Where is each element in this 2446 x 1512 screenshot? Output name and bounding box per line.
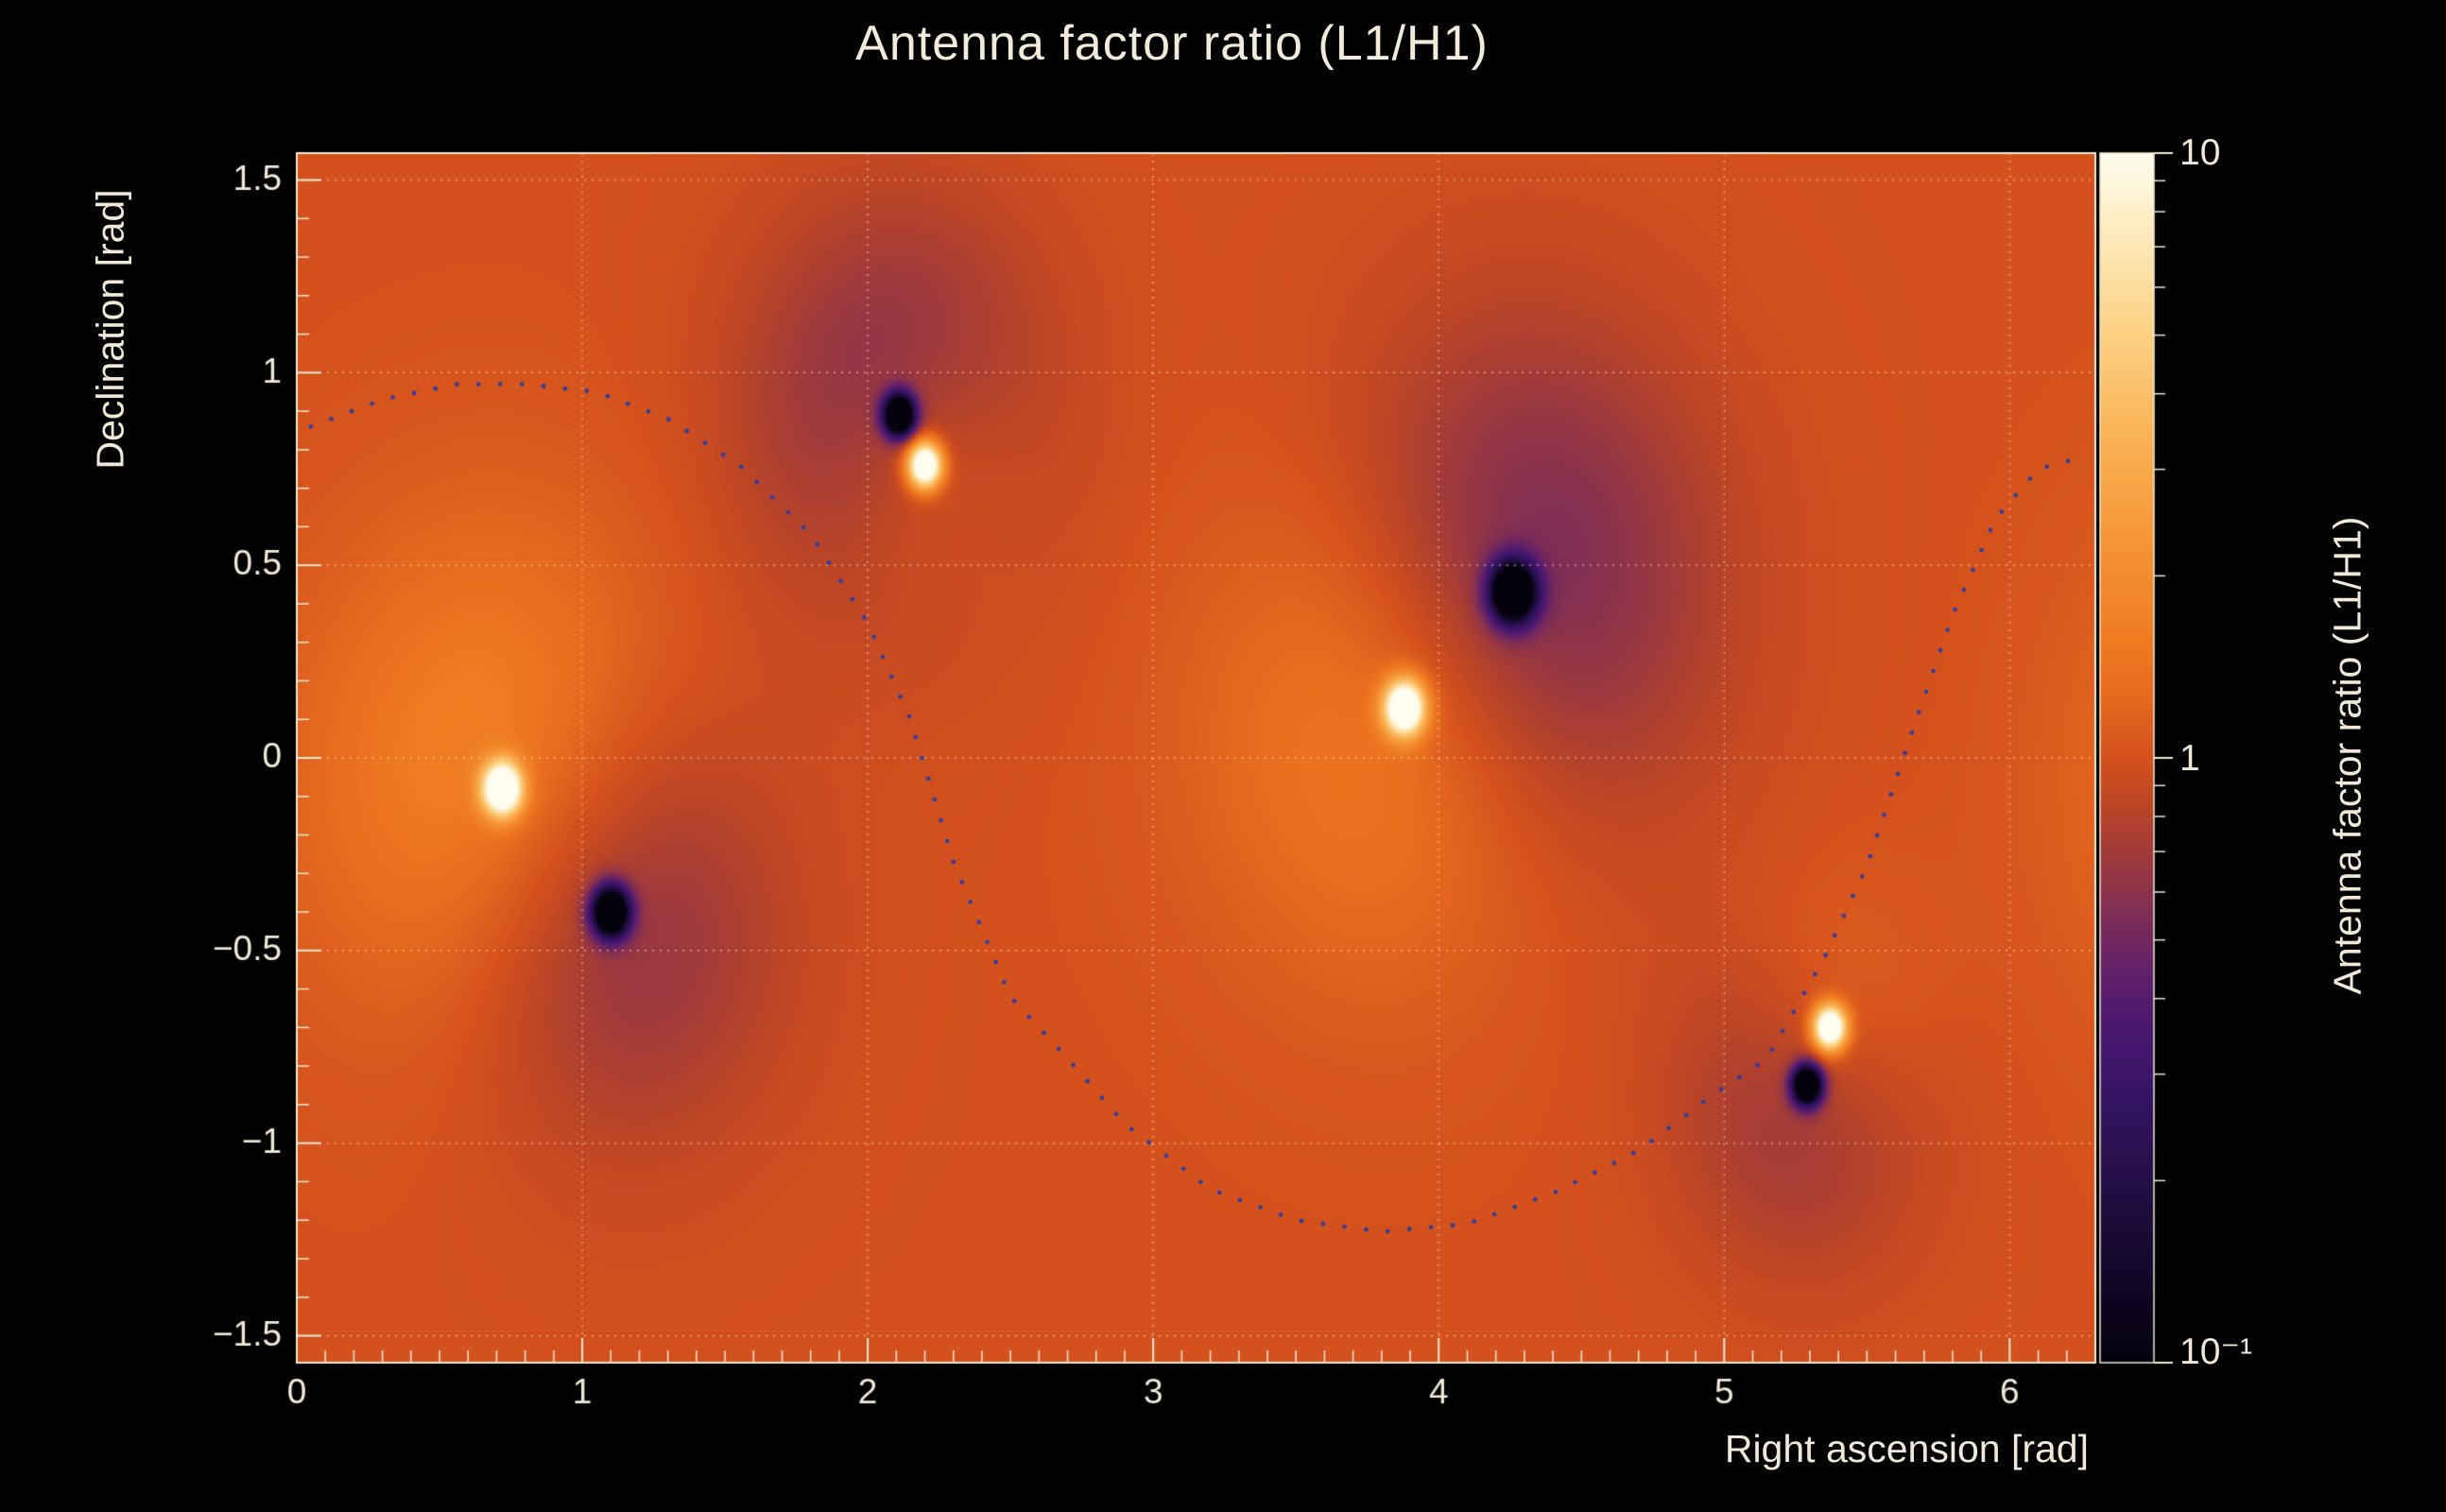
colorbar-tick-label-min: 10⁻¹ [2179,1332,2252,1372]
colorbar-tick-label-mid: 1 [2179,738,2200,779]
colorbar-title: Antenna factor ratio (L1/H1) [2325,516,2369,995]
y-axis-title: Declination [rad] [88,189,132,470]
colorbar-tick-label-max: 10 [2179,132,2221,173]
chart-title: Antenna factor ratio (L1/H1) [855,16,1489,71]
x-axis-title: Right ascension [rad] [1724,1427,2089,1470]
